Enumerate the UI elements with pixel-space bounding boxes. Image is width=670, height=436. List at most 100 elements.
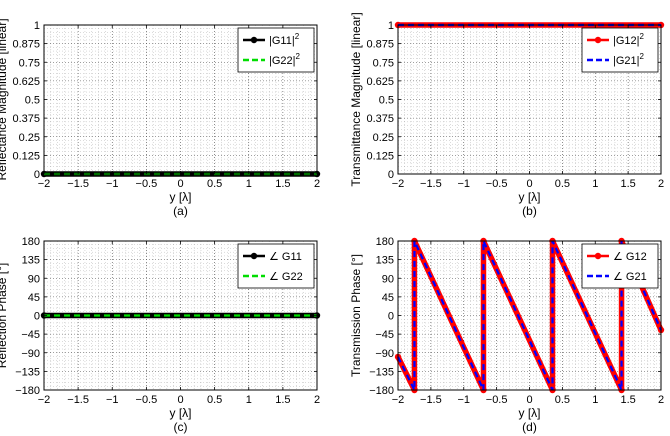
x-axis-label: y [λ] [518,406,540,420]
x-tick-label: −1.5 [67,178,89,190]
y-axis-label: Transmission Phase [°] [349,254,363,377]
y-tick-label: 0.125 [366,150,394,162]
y-tick-label: 0.625 [12,76,40,88]
y-tick-label: 0.375 [366,113,394,125]
x-tick-label: 1.5 [620,394,635,406]
x-tick-label: 0 [526,178,532,190]
y-tick-label: 0.25 [373,132,394,144]
y-tick-label: 0.25 [19,132,40,144]
minor-grid-lines [44,25,317,174]
x-tick-label: 1.5 [620,178,635,190]
y-tick-label: −135 [369,366,394,378]
panel-caption: (a) [173,204,188,218]
y-tick-label: 0.5 [25,95,40,107]
legend-label: ∠ G22 [269,271,303,283]
y-tick-label: −180 [369,385,394,397]
x-tick-label: 1 [246,178,252,190]
y-tick-label: 0.5 [379,95,394,107]
series-line-1 [397,240,663,391]
legend-label-superscript: 2 [295,32,300,41]
legend-marker [594,36,602,44]
chart-panel-c: −2 −1.5 −1 −0.5 0 0.5 1 1.5 2 −180 −135 −90 −45 0 45 90… [0,236,321,434]
x-tick-label: 0 [526,394,532,406]
y-tick-label: 180 [22,236,40,248]
legend-label-text: ∠ G11 [269,251,302,263]
x-tick-label: 1.5 [275,394,290,406]
legend-label: ∠ G21 [613,271,647,283]
x-tick-label: 0 [177,394,183,406]
x-tick-label: 2 [314,394,320,406]
legend-label: |G12|2 [613,32,645,47]
y-tick-label: 0 [34,169,40,181]
legend-box [581,243,659,289]
y-tick-label: 0.625 [366,76,394,88]
y-tick-label: −45 [375,329,394,341]
legend-box [581,27,659,73]
x-tick-label: −2 [392,394,405,406]
y-tick-label: 0.125 [12,150,40,162]
y-tick-label: 45 [28,292,40,304]
y-axis-label: Reflectance Magnitude [linear] [0,18,9,180]
y-tick-label: 1 [34,20,40,32]
x-tick-label: −0.5 [486,394,508,406]
legend-box [237,27,315,73]
legend-label-text: ∠ G21 [613,271,647,283]
chart-panel-d: −2 −1.5 −1 −0.5 0 0.5 1 1.5 2 −180 −135 −90 −45 0 45 90… [349,236,665,434]
x-axis-label: y [λ] [518,190,540,204]
x-tick-label: −0.5 [136,394,158,406]
y-tick-label: −135 [15,366,40,378]
minor-grid-lines [44,241,317,390]
panel-caption: (c) [174,420,188,434]
x-tick-label: 1 [246,394,252,406]
legend-marker [250,36,258,44]
x-tick-label: −0.5 [136,178,158,190]
x-tick-label: 0.5 [207,178,222,190]
y-tick-label: 0.875 [12,39,40,51]
x-tick-label: 0.5 [555,394,570,406]
x-tick-label: −1 [457,394,470,406]
x-tick-label: 1 [592,178,598,190]
y-tick-label: 0 [388,169,394,181]
x-tick-label: −1 [106,394,119,406]
legend-label-text: ∠ G22 [269,271,303,283]
y-tick-label: 0.75 [373,57,394,69]
legend-label: |G11|2 [269,32,300,47]
legend-label-superscript: 2 [640,52,645,61]
y-tick-label: −45 [21,329,40,341]
y-tick-label: 90 [382,273,394,285]
x-tick-label: −2 [38,394,51,406]
x-tick-label: 0 [177,178,183,190]
x-tick-label: 2 [658,394,664,406]
y-tick-label: 180 [376,236,394,248]
y-tick-label: −180 [15,385,40,397]
y-tick-label: 0 [34,311,40,323]
x-tick-label: −1.5 [420,394,442,406]
legend-label: ∠ G11 [269,251,302,263]
x-tick-label: 0.5 [555,178,570,190]
y-tick-label: 90 [28,273,40,285]
x-tick-label: 1 [592,394,598,406]
x-tick-label: −1.5 [420,178,442,190]
x-axis-label: y [λ] [169,190,191,204]
x-tick-label: −1 [106,178,119,190]
y-tick-label: 45 [382,292,394,304]
y-tick-label: 135 [22,255,40,267]
legend-label-superscript: 2 [296,52,301,61]
y-tick-label: 0.375 [12,113,40,125]
x-tick-label: 2 [658,178,664,190]
legend-marker [250,252,258,260]
y-tick-label: −90 [375,348,394,360]
legend-box [237,243,315,289]
legend-label-text: ∠ G12 [613,251,647,263]
panel-caption: (b) [522,204,537,218]
x-tick-label: 0.5 [207,394,222,406]
legend-label: |G22|2 [269,52,301,67]
y-tick-label: 0.875 [366,39,394,51]
legend-label: |G21|2 [613,52,645,67]
x-axis-label: y [λ] [169,406,191,420]
legend-label-text: |G21| [613,55,640,67]
panel-caption: (d) [522,420,537,434]
chart-panel-a: −2 −1.5 −1 −0.5 0 0.5 1 1.5 2 0 0.125 0.25 0.375 0.5 0… [0,18,321,218]
y-tick-label: 0.75 [19,57,40,69]
y-tick-label: 0 [388,311,394,323]
